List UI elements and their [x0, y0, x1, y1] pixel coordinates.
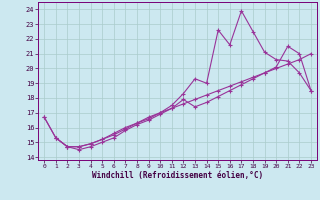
X-axis label: Windchill (Refroidissement éolien,°C): Windchill (Refroidissement éolien,°C) [92, 171, 263, 180]
